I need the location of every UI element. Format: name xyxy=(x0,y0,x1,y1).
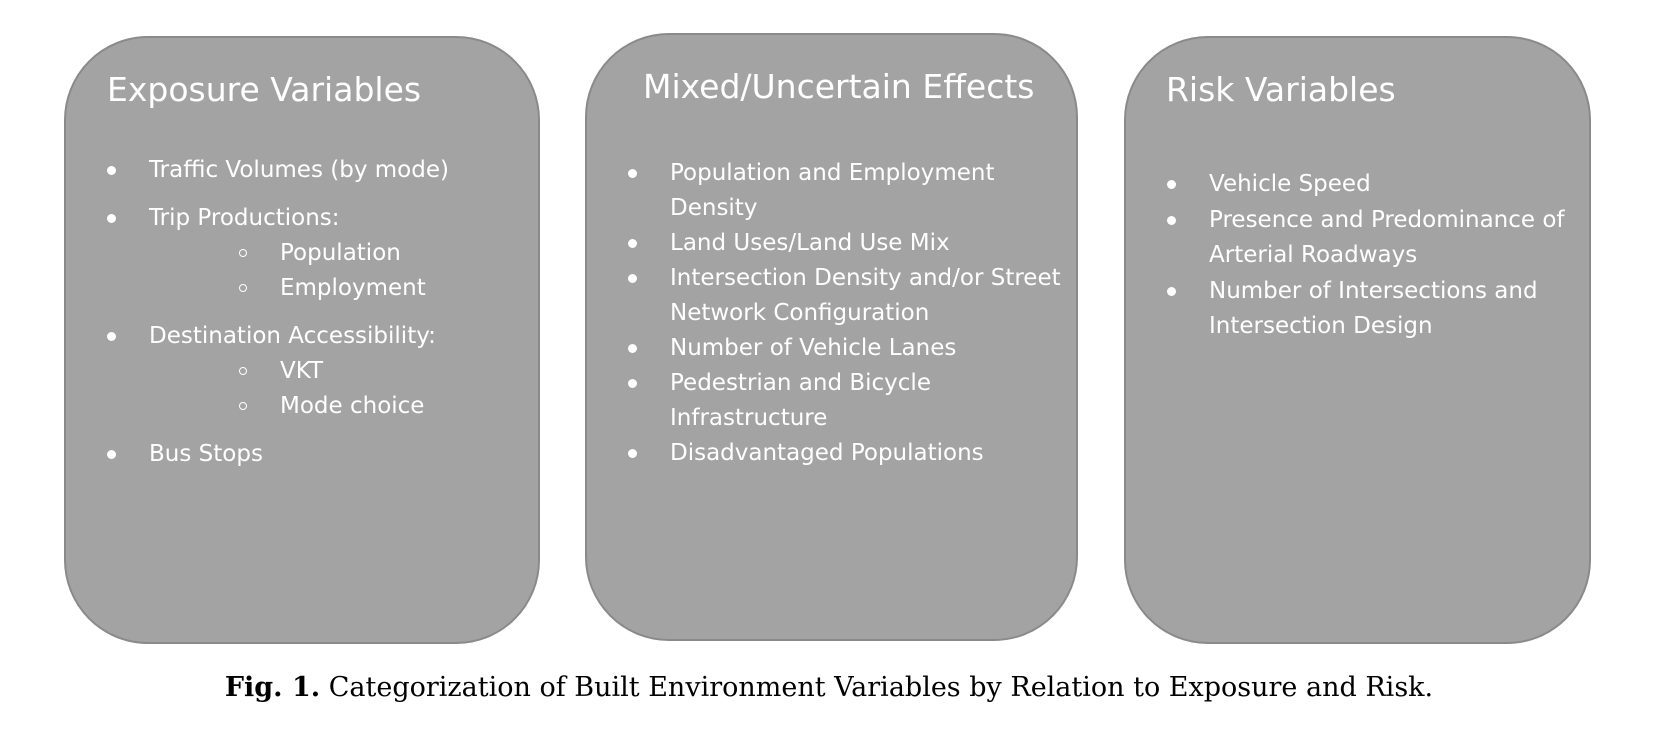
panel-risk-variables: Risk Variables Vehicle Speed Presence an… xyxy=(1124,36,1591,644)
bullet-icon xyxy=(107,450,116,459)
figure-label: Fig. 1. xyxy=(224,672,321,703)
sublist-item-text: Mode choice xyxy=(280,393,425,419)
list-item-text: Intersection Density and/or Street Netwo… xyxy=(670,265,1061,326)
figure-caption: Fig. 1. Categorization of Built Environm… xyxy=(0,672,1658,703)
list-item: Intersection Density and/or Street Netwo… xyxy=(627,261,1067,331)
list-item-text: Destination Accessibility: xyxy=(149,323,436,349)
list-item-text: Number of Vehicle Lanes xyxy=(670,335,957,361)
bullet-icon xyxy=(1167,180,1176,189)
bullet-icon xyxy=(628,379,637,388)
list-item-text: Vehicle Speed xyxy=(1209,171,1371,197)
figure-caption-text: Categorization of Built Environment Vari… xyxy=(328,672,1434,703)
panel-title: Risk Variables xyxy=(1166,70,1396,109)
list-item-text: Land Uses/Land Use Mix xyxy=(670,230,950,256)
list-item-text: Disadvantaged Populations xyxy=(670,440,984,466)
hollow-bullet-icon xyxy=(239,367,247,375)
bullet-icon xyxy=(107,214,116,223)
sublist-item: Employment xyxy=(149,271,526,306)
panel-exposure-variables: Exposure Variables Traffic Volumes (by m… xyxy=(64,36,540,644)
list-item-text: Population and Employment Density xyxy=(670,160,995,221)
list-item-text: Trip Productions: xyxy=(149,205,340,231)
list-item-text: Presence and Predominance of Arterial Ro… xyxy=(1209,207,1565,268)
hollow-bullet-icon xyxy=(239,402,247,410)
risk-list: Vehicle Speed Presence and Predominance … xyxy=(1166,167,1581,345)
bullet-icon xyxy=(628,274,637,283)
bullet-icon xyxy=(107,166,116,175)
list-item: Land Uses/Land Use Mix xyxy=(627,226,1067,261)
list-item: Bus Stops xyxy=(106,437,526,472)
bullet-icon xyxy=(628,344,637,353)
sublist: Population Employment xyxy=(149,236,526,306)
list-item: Population and Employment Density xyxy=(627,156,1067,226)
list-item-text: Bus Stops xyxy=(149,441,263,467)
panel-title: Exposure Variables xyxy=(107,70,422,109)
bullet-icon xyxy=(1167,287,1176,296)
sublist-item: Population xyxy=(149,236,526,271)
list-item: Pedestrian and Bicycle Infrastructure xyxy=(627,366,1067,436)
list-item: Number of Intersections and Intersection… xyxy=(1166,274,1581,344)
list-item: Destination Accessibility: VKT Mode choi… xyxy=(106,319,526,424)
bullet-icon xyxy=(628,239,637,248)
list-item: Disadvantaged Populations xyxy=(627,436,1067,471)
list-item: Presence and Predominance of Arterial Ro… xyxy=(1166,203,1581,273)
list-item-text: Pedestrian and Bicycle Infrastructure xyxy=(670,370,931,431)
sublist: VKT Mode choice xyxy=(149,354,526,424)
bullet-icon xyxy=(628,449,637,458)
panel-mixed-uncertain-effects: Mixed/Uncertain Effects Population and E… xyxy=(585,33,1078,641)
exposure-list: Traffic Volumes (by mode) Trip Productio… xyxy=(106,153,526,485)
sublist-item-text: VKT xyxy=(280,358,324,384)
sublist-item: VKT xyxy=(149,354,526,389)
bullet-icon xyxy=(1167,216,1176,225)
panel-title: Mixed/Uncertain Effects xyxy=(643,67,1035,106)
list-item: Number of Vehicle Lanes xyxy=(627,331,1067,366)
hollow-bullet-icon xyxy=(239,284,247,292)
sublist-item-text: Employment xyxy=(280,275,426,301)
bullet-icon xyxy=(628,169,637,178)
hollow-bullet-icon xyxy=(239,249,247,257)
list-item: Trip Productions: Population Employment xyxy=(106,201,526,306)
list-item: Vehicle Speed xyxy=(1166,167,1581,202)
bullet-icon xyxy=(107,332,116,341)
sublist-item-text: Population xyxy=(280,240,401,266)
sublist-item: Mode choice xyxy=(149,389,526,424)
list-item-text: Number of Intersections and Intersection… xyxy=(1209,278,1538,339)
mixed-list: Population and Employment Density Land U… xyxy=(627,156,1067,471)
list-item: Traffic Volumes (by mode) xyxy=(106,153,526,188)
list-item-text: Traffic Volumes (by mode) xyxy=(149,157,449,183)
